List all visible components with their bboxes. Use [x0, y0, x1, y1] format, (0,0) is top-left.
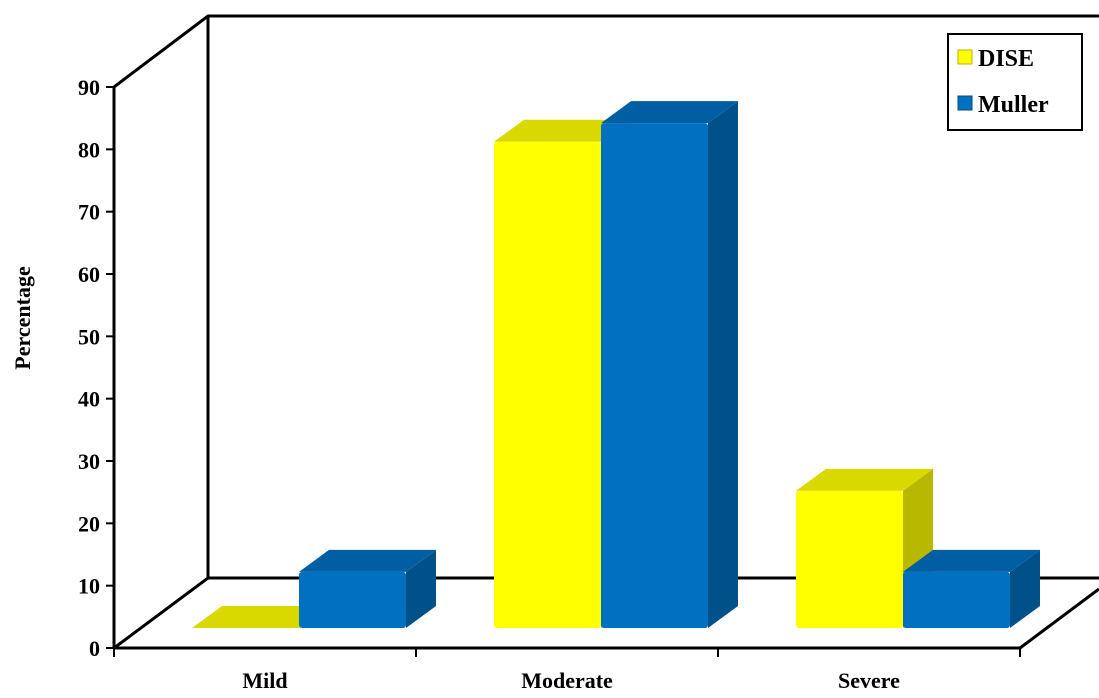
y-tick-label: 80: [78, 137, 100, 162]
y-tick-label: 90: [78, 75, 100, 100]
y-tick-label: 40: [78, 387, 100, 412]
bar-top: [494, 119, 631, 142]
bar-side: [708, 101, 738, 629]
bar-front: [796, 490, 903, 628]
legend-swatch: [957, 95, 973, 111]
bar: [601, 101, 738, 629]
legend: DISE Muller: [947, 33, 1083, 131]
legend-swatch: [957, 49, 973, 65]
bar-front: [299, 571, 406, 628]
bar-top: [601, 101, 738, 124]
y-tick-label: 60: [78, 262, 100, 287]
bar: [903, 549, 1040, 628]
chart-frame: [112, 14, 1099, 650]
bar: [192, 606, 329, 628]
legend-label: Muller: [978, 92, 1049, 118]
bar: [299, 549, 436, 628]
y-tick-label: 50: [78, 324, 100, 349]
floor-right-edge: [1019, 587, 1099, 650]
y-tick-label: 20: [78, 511, 100, 536]
legend-label: DISE: [978, 46, 1034, 72]
bar-side: [1010, 549, 1040, 628]
bar-top: [796, 468, 933, 491]
bar-top: [192, 606, 329, 628]
y-tick-label: 70: [78, 200, 100, 225]
y-tick-label: 0: [89, 636, 100, 661]
plot-area: [192, 101, 1040, 629]
bar-front: [903, 571, 1010, 628]
bar-front: [601, 123, 708, 628]
y-axis-title: Percentage: [10, 266, 35, 370]
y-axis: 0 10 20 30 40 50 60 70 80 90: [78, 75, 114, 661]
bar-front: [494, 141, 601, 629]
x-category-label: Severe: [838, 668, 900, 693]
bar-side: [406, 549, 436, 628]
y-tick-label: 10: [78, 574, 100, 599]
x-category-label: Moderate: [521, 668, 613, 693]
y-tick-label: 30: [78, 449, 100, 474]
bar-top: [299, 549, 436, 572]
x-category-label: Mild: [242, 668, 287, 693]
x-axis: Mild Moderate Severe: [113, 648, 1021, 693]
bar-top: [903, 549, 1040, 572]
